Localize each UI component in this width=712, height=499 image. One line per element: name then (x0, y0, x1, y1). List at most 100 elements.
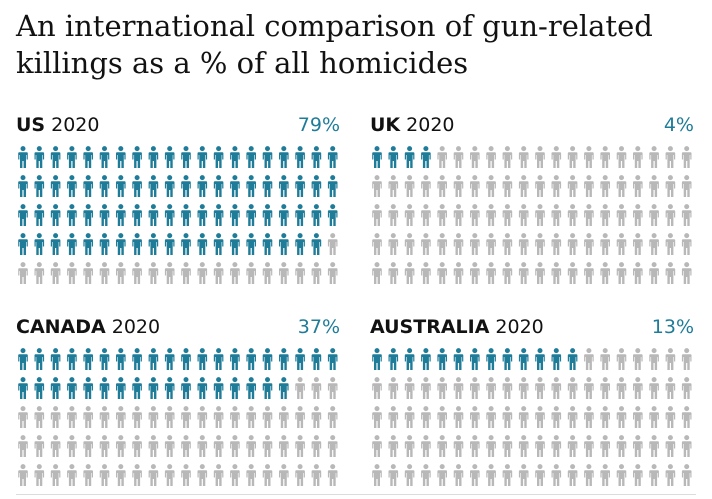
person-icon (600, 175, 610, 197)
person-icon (486, 406, 496, 428)
person-icon (262, 348, 273, 370)
person-icon (197, 175, 208, 197)
person-icon (518, 146, 529, 168)
person-icon (681, 233, 692, 255)
person-icon (34, 146, 45, 168)
person-icon (372, 464, 382, 486)
person-icon (34, 406, 45, 428)
person-icon (213, 175, 224, 197)
panel-header: AUSTRALIA 2020 13% (370, 314, 694, 340)
person-icon (404, 175, 415, 197)
person-icon (388, 464, 399, 486)
person-icon (197, 464, 208, 486)
panel-australia: AUSTRALIA 2020 13% (370, 314, 694, 494)
person-icon (116, 348, 126, 370)
person-icon (616, 204, 627, 226)
person-icon (681, 435, 692, 457)
person-icon (388, 262, 399, 284)
person-icon (437, 377, 447, 399)
person-icon (551, 377, 562, 399)
person-icon (197, 146, 208, 168)
person-icon (164, 262, 175, 284)
person-icon (453, 175, 464, 197)
person-icon (262, 435, 273, 457)
person-icon (50, 262, 61, 284)
person-icon (295, 204, 305, 226)
person-icon (633, 348, 643, 370)
person-icon (50, 377, 61, 399)
person-icon (681, 348, 692, 370)
person-icon (164, 146, 175, 168)
person-icon (453, 377, 464, 399)
person-icon (584, 233, 594, 255)
person-icon (470, 464, 480, 486)
person-icon (616, 464, 627, 486)
person-icon (99, 204, 110, 226)
person-icon (67, 204, 77, 226)
person-icon (83, 204, 93, 226)
person-icon (50, 406, 61, 428)
person-icon (311, 233, 322, 255)
person-icon (649, 175, 659, 197)
person-icon (148, 204, 159, 226)
person-icon (67, 435, 77, 457)
person-icon (584, 146, 594, 168)
person-icon (262, 146, 273, 168)
person-icon (502, 146, 513, 168)
person-icon (311, 262, 322, 284)
person-icon (181, 175, 191, 197)
person-icon (197, 233, 208, 255)
person-icon (518, 435, 529, 457)
person-icon (535, 175, 545, 197)
person-icon (132, 175, 142, 197)
person-icon (181, 262, 191, 284)
person-icon (616, 348, 627, 370)
person-icon (567, 348, 578, 370)
person-icon (567, 175, 578, 197)
person-icon (437, 435, 447, 457)
person-icon (518, 233, 529, 255)
person-icon (502, 377, 513, 399)
person-icon (600, 377, 610, 399)
person-icon (132, 377, 142, 399)
person-icon (164, 348, 175, 370)
panel-header: UK 2020 4% (370, 112, 694, 138)
person-icon (295, 348, 305, 370)
person-icon (600, 146, 610, 168)
person-icon (551, 146, 562, 168)
country-label: AUSTRALIA (370, 316, 490, 338)
person-icon (181, 348, 191, 370)
person-icon (633, 406, 643, 428)
person-icon (213, 406, 224, 428)
person-icon (116, 233, 126, 255)
person-icon (148, 262, 159, 284)
person-icon (67, 377, 77, 399)
person-icon (372, 348, 382, 370)
person-icon (67, 406, 77, 428)
person-icon (279, 233, 289, 255)
person-icon (246, 204, 256, 226)
person-icon (164, 435, 175, 457)
person-icon (67, 146, 77, 168)
person-icon (633, 146, 643, 168)
person-icon (213, 204, 224, 226)
person-icon (230, 146, 240, 168)
person-icon (665, 348, 676, 370)
person-icon (535, 377, 545, 399)
person-icon (372, 204, 382, 226)
person-icon (67, 348, 77, 370)
person-icon (600, 204, 610, 226)
person-icon (230, 233, 240, 255)
person-icon (535, 204, 545, 226)
person-icon (421, 348, 431, 370)
person-icon (649, 204, 659, 226)
person-icon (421, 262, 431, 284)
person-icon (421, 377, 431, 399)
person-icon (453, 464, 464, 486)
person-icon (18, 435, 28, 457)
person-icon (230, 435, 240, 457)
person-icon (67, 464, 77, 486)
person-icon (584, 262, 594, 284)
person-icon (279, 348, 289, 370)
person-icon (148, 348, 159, 370)
